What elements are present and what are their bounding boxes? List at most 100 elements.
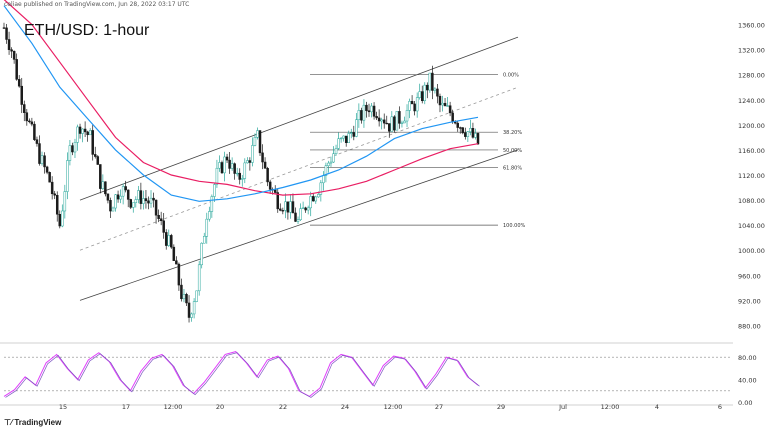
candle-body	[88, 130, 92, 136]
candle-body	[304, 207, 307, 211]
candle-body	[276, 192, 280, 210]
candle-body	[390, 116, 394, 132]
candle-body	[109, 200, 112, 212]
candle-body	[35, 139, 39, 144]
candle-body	[261, 152, 264, 163]
candle-body	[241, 178, 244, 180]
rsi-tick-label: 80.00	[738, 354, 757, 362]
brand-footer[interactable]: ⊤⁄ TradingView	[4, 418, 61, 427]
candle-body	[291, 201, 295, 214]
candle-body	[418, 91, 421, 98]
time-tick-label: 27	[435, 403, 443, 411]
candle-body	[251, 145, 254, 163]
candle-body	[12, 50, 16, 60]
candle-body	[362, 104, 366, 121]
candle-body	[78, 126, 82, 134]
candle-body	[114, 194, 117, 209]
candle-body	[195, 290, 198, 302]
candle-body	[405, 110, 409, 122]
candle-body	[306, 207, 310, 211]
candle-body	[220, 162, 224, 174]
candle-body	[344, 135, 348, 143]
time-tick-label: 12:00	[384, 403, 403, 411]
candle-body	[431, 72, 434, 91]
candle-body	[395, 111, 399, 131]
time-tick-label: 12:00	[164, 403, 183, 411]
publisher-line: celiae published on TradingView.com, Jun…	[4, 1, 190, 8]
candle-body	[182, 294, 186, 300]
candle-body	[436, 88, 439, 97]
fib-level-label: 100.00%	[503, 223, 525, 229]
candle-body	[137, 190, 140, 200]
candle-body	[200, 242, 203, 266]
candle-body	[81, 128, 84, 134]
candle-body	[218, 162, 221, 169]
candle-body	[327, 162, 330, 166]
candle-body	[147, 200, 150, 204]
candle-body	[476, 133, 480, 145]
candle-body	[164, 232, 168, 246]
candle-body	[152, 197, 155, 201]
candle-body	[71, 145, 74, 153]
candle-body	[284, 201, 287, 211]
candle-body	[410, 101, 414, 105]
candle-body	[403, 120, 406, 124]
candle-body	[337, 138, 340, 149]
candle-body	[464, 132, 467, 137]
candle-body	[471, 128, 475, 138]
candle-body	[213, 184, 216, 197]
candle-body	[400, 122, 404, 124]
candle-body	[76, 126, 79, 143]
candle-body	[101, 181, 105, 189]
candle-body	[256, 130, 259, 138]
candle-body	[172, 246, 176, 261]
candle-body	[347, 133, 350, 143]
candle-body	[205, 218, 209, 237]
candle-body	[299, 208, 302, 220]
candle-body	[192, 301, 196, 315]
candle-body	[413, 103, 416, 112]
candle-body	[289, 201, 292, 213]
candle-body	[233, 163, 236, 174]
candle-body	[380, 119, 383, 122]
candle-body	[301, 207, 305, 209]
rsi-signal-line	[3, 351, 479, 397]
price-tick-label: 880.00	[738, 322, 761, 330]
candle-body	[350, 132, 353, 134]
rsi-tick-label: 40.00	[738, 377, 757, 385]
candle-body	[10, 49, 13, 52]
candle-body	[159, 218, 163, 222]
price-tick-label: 1000.00	[738, 247, 765, 255]
candle-body	[157, 214, 160, 219]
candle-body	[438, 95, 442, 106]
candle-body	[5, 27, 8, 40]
candle-body	[91, 130, 94, 155]
candle-body	[433, 88, 437, 91]
candles-group	[2, 22, 480, 323]
candle-body	[197, 264, 201, 292]
candle-body	[443, 102, 447, 107]
candle-body	[398, 111, 401, 124]
candle-body	[388, 123, 391, 132]
candle-body	[23, 104, 26, 113]
candle-body	[334, 148, 338, 155]
candle-body	[342, 135, 345, 139]
time-tick-label: 4	[655, 403, 659, 411]
candle-body	[2, 27, 6, 29]
time-tick-label: 6	[718, 403, 722, 411]
candle-body	[7, 39, 11, 50]
candle-body	[355, 119, 358, 137]
candle-body	[48, 172, 51, 183]
candle-body	[104, 181, 107, 195]
candle-body	[190, 313, 193, 318]
candle-body	[296, 219, 300, 222]
candle-body	[246, 160, 249, 164]
candle-body	[134, 199, 138, 203]
candle-body	[230, 163, 234, 169]
candle-body	[25, 112, 29, 122]
candle-body	[111, 207, 115, 212]
candle-body	[319, 182, 323, 195]
candle-body	[459, 127, 462, 129]
candle-body	[441, 102, 444, 106]
